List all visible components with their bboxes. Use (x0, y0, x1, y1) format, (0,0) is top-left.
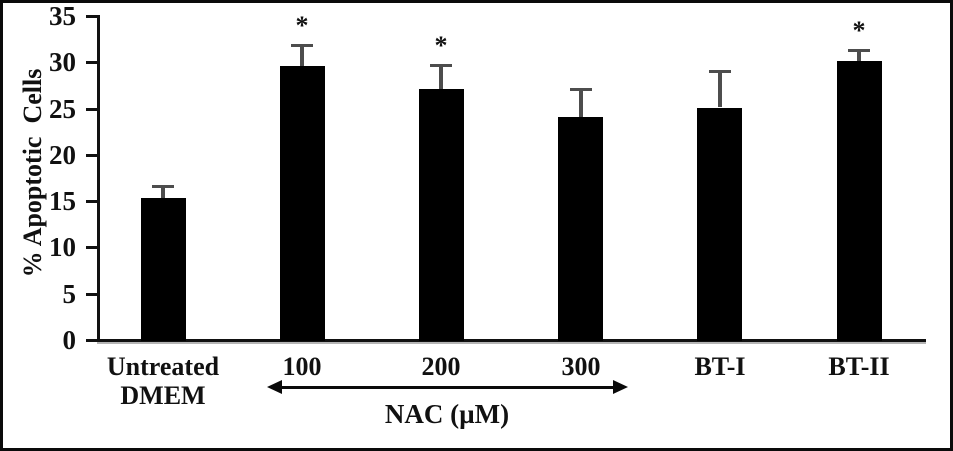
error-bar-cap (152, 185, 174, 188)
arrow-right-head-icon (613, 380, 628, 394)
error-bar-stem (300, 45, 304, 66)
y-tick-label: 30 (49, 47, 76, 77)
range-arrow-line (280, 386, 614, 389)
arrow-range-label: NAC (µM) (384, 399, 510, 429)
bar (419, 89, 464, 341)
error-bar-cap (570, 88, 592, 91)
bar (837, 61, 882, 341)
y-tick-mark (86, 15, 97, 18)
error-bar-stem (579, 89, 583, 117)
significance-marker: * (295, 11, 309, 40)
y-tick-mark (86, 200, 97, 203)
bar (141, 198, 186, 341)
y-tick-label: 25 (49, 94, 76, 124)
y-tick-mark (86, 246, 97, 249)
x-axis-line (97, 339, 926, 342)
error-bar-stem (718, 71, 722, 107)
y-tick-label: 0 (62, 325, 77, 355)
y-tick-label: 5 (62, 279, 77, 309)
y-tick-label: 15 (49, 186, 76, 216)
x-category-label: BT-I (694, 352, 746, 381)
bar (697, 108, 742, 341)
x-category-label: 300 (561, 352, 601, 381)
y-tick-mark (86, 339, 97, 342)
error-bar-cap (848, 49, 870, 52)
error-bar-stem (161, 186, 165, 198)
error-bar-stem (857, 50, 861, 61)
error-bar-cap (430, 64, 452, 67)
arrow-left-head-icon (267, 380, 282, 394)
y-tick-label: 10 (49, 232, 76, 262)
y-tick-mark (86, 108, 97, 111)
y-tick-mark (86, 293, 97, 296)
error-bar-cap (291, 44, 313, 47)
x-category-label: Untreated DMEM (106, 352, 220, 410)
significance-marker: * (852, 16, 866, 45)
bar (280, 66, 325, 341)
x-category-label: 100 (282, 352, 322, 381)
x-category-label: BT-II (828, 352, 890, 381)
y-tick-label: 20 (49, 140, 76, 170)
y-tick-mark (86, 61, 97, 64)
y-tick-label: 35 (49, 1, 76, 31)
plot-area: 0 5 10 15 20 25 30 35 Untreated DMEM * 100 * 200 300 B… (3, 3, 950, 448)
y-axis-line (97, 15, 100, 342)
error-bar-stem (439, 65, 443, 89)
significance-marker: * (434, 31, 448, 60)
bar (558, 117, 603, 341)
error-bar-cap (709, 70, 731, 73)
y-tick-mark (86, 154, 97, 157)
x-category-label: 200 (421, 352, 461, 381)
